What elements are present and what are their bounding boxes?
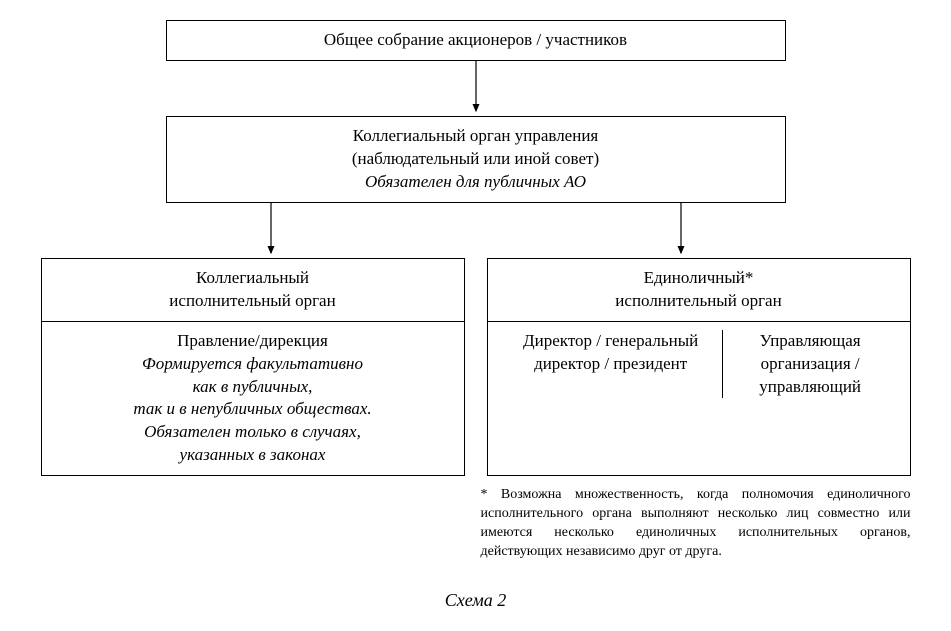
top-box-text: Общее собрание акционеров / участников xyxy=(324,30,627,49)
left-body-6: указанных в законах xyxy=(54,444,452,467)
right-cell-managing-org: Управляющая организация / управляющий xyxy=(723,330,898,399)
right-cell2-1: Управляющая xyxy=(731,330,890,353)
box-sole-executive: Единоличный* исполнительный орган Директ… xyxy=(487,258,911,477)
right-cell2-2: организация / xyxy=(731,353,890,376)
right-cell1-1: Директор / генеральный xyxy=(508,330,714,353)
box-general-meeting: Общее собрание акционеров / участников xyxy=(166,20,786,61)
left-body-2: Формируется факультативно xyxy=(54,353,452,376)
governance-diagram: Общее собрание акционеров / участников К… xyxy=(41,20,911,611)
arrow-fork xyxy=(41,203,911,258)
right-cell2-3: управляющий xyxy=(731,376,890,399)
bottom-row: Коллегиальный исполнительный орган Правл… xyxy=(41,258,911,477)
box-collegial-management: Коллегиальный орган управления (наблюдат… xyxy=(166,116,786,203)
footnote: * Возможна множественность, когда полном… xyxy=(481,486,911,562)
left-head-1: Коллегиальный xyxy=(54,267,452,290)
left-head: Коллегиальный исполнительный орган xyxy=(42,259,464,322)
mid-line3: Обязателен для публичных АО xyxy=(179,171,773,194)
mid-line1: Коллегиальный орган управления xyxy=(179,125,773,148)
left-body-4: так и в непубличных обществах. xyxy=(54,398,452,421)
mid-line2: (наблюдательный или иной совет) xyxy=(179,148,773,171)
left-head-2: исполнительный орган xyxy=(54,290,452,313)
left-body-3: как в публичных, xyxy=(54,376,452,399)
right-body: Директор / генеральный директор / презид… xyxy=(488,322,910,407)
left-body: Правление/дирекция Формируется факультат… xyxy=(42,322,464,476)
left-body-1: Правление/дирекция xyxy=(54,330,452,353)
arrow-top-to-mid xyxy=(41,61,911,116)
left-body-5: Обязателен только в случаях, xyxy=(54,421,452,444)
right-head: Единоличный* исполнительный орган xyxy=(488,259,910,322)
right-cell1-2: директор / президент xyxy=(508,353,714,376)
right-cell-director: Директор / генеральный директор / презид… xyxy=(500,330,723,399)
right-head-2: исполнительный орган xyxy=(500,290,898,313)
box-collegial-executive: Коллегиальный исполнительный орган Правл… xyxy=(41,258,465,477)
caption: Схема 2 xyxy=(41,590,911,611)
right-head-1: Единоличный* xyxy=(500,267,898,290)
